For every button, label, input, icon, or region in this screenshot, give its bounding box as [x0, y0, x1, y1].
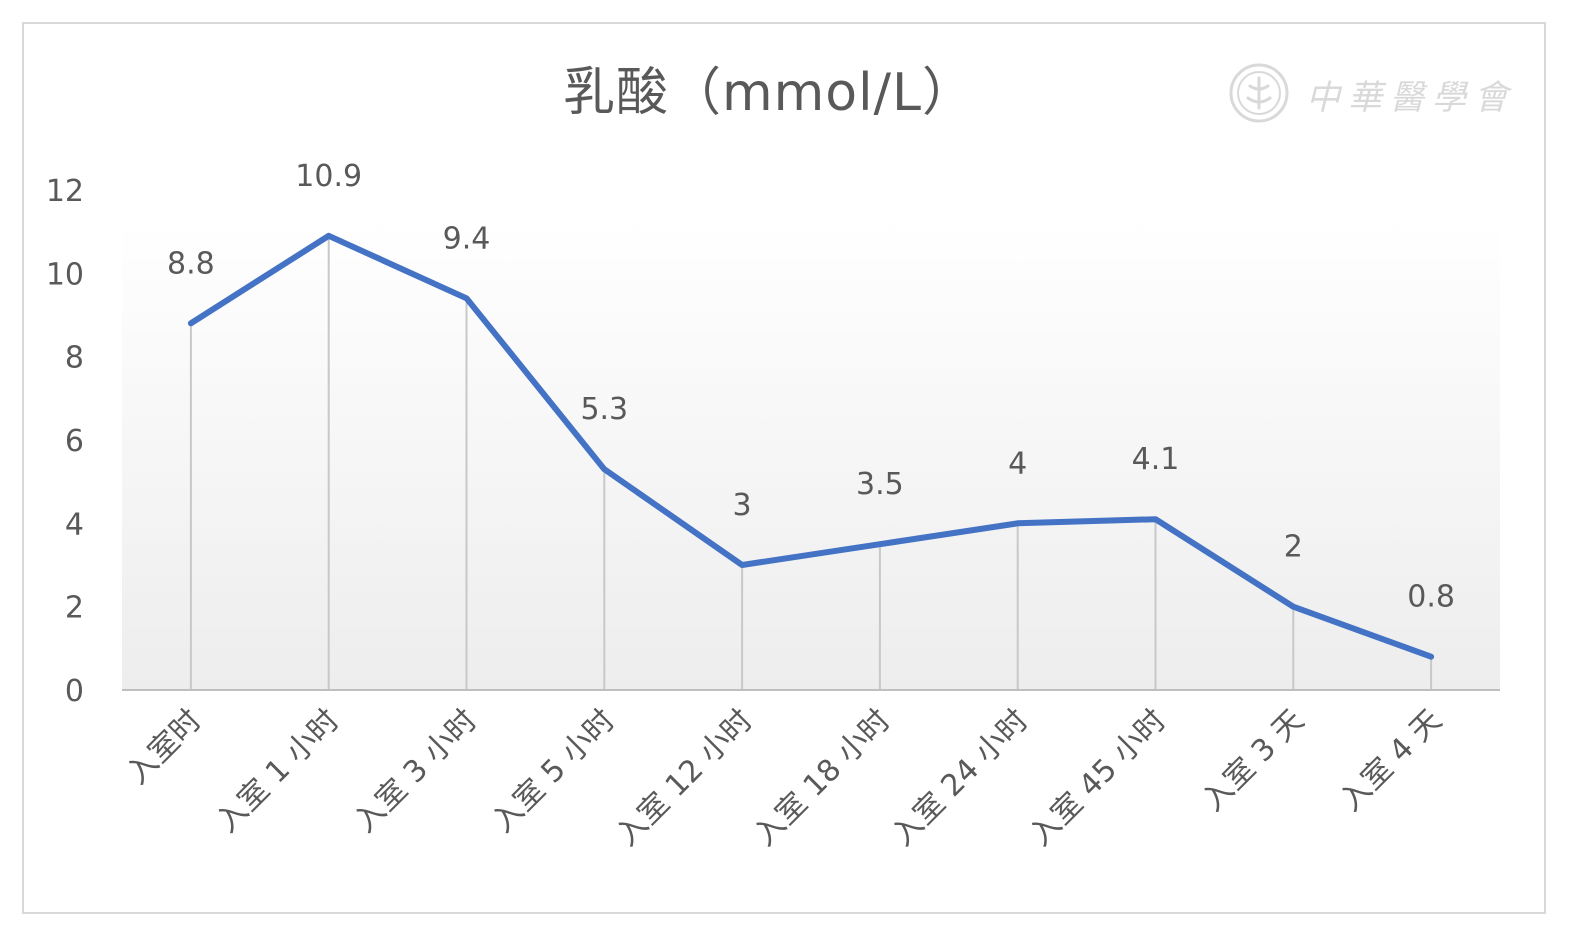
y-tick-label: 8: [65, 341, 84, 376]
data-label: 10.9: [295, 159, 362, 194]
data-label: 2: [1284, 530, 1303, 565]
category-label: 入室时: [120, 703, 208, 791]
watermark: 中華醫學會: [1228, 62, 1528, 124]
category-label: 入室 12 小时: [610, 703, 760, 853]
data-label: 0.8: [1407, 580, 1455, 615]
category-label: 入室 45 小时: [1023, 703, 1173, 853]
category-label: 入室 5 小时: [485, 703, 622, 840]
chart-title: 乳酸（mmol/L）: [562, 63, 976, 123]
y-tick-label: 4: [65, 507, 84, 542]
plot-area-background: [122, 218, 1500, 690]
watermark-text: 中華醫學會: [1306, 78, 1516, 118]
category-label: 入室 24 小时: [885, 703, 1035, 853]
data-label: 9.4: [443, 221, 491, 256]
y-tick-label: 6: [65, 424, 84, 459]
data-label: 3: [733, 488, 752, 523]
data-label: 3.5: [856, 467, 904, 502]
series-line: [187, 232, 1435, 660]
data-label: 5.3: [580, 392, 628, 427]
category-label: 入室 18 小时: [747, 703, 897, 853]
y-tick-label: 2: [65, 591, 84, 626]
data-label: 8.8: [167, 246, 215, 281]
y-axis-tick-labels: 0 2 4 6 8 10 12: [46, 174, 84, 709]
drop-lines: [189, 235, 1433, 690]
data-label: 4: [1008, 446, 1027, 481]
category-label: 入室 4 天: [1333, 703, 1448, 818]
category-label: 入室 3 小时: [348, 703, 485, 840]
data-label: 4.1: [1132, 442, 1180, 477]
data-labels: 8.8 10.9 9.4 5.3 3 3.5 4 4.1 2 0.8: [167, 159, 1455, 615]
y-tick-label: 10: [46, 257, 84, 292]
society-seal-icon: [1229, 63, 1289, 123]
y-tick-label: 12: [46, 174, 84, 209]
y-tick-label: 0: [65, 674, 84, 709]
category-label: 入室 3 天: [1196, 703, 1311, 818]
category-label: 入室 1 小时: [210, 703, 347, 840]
